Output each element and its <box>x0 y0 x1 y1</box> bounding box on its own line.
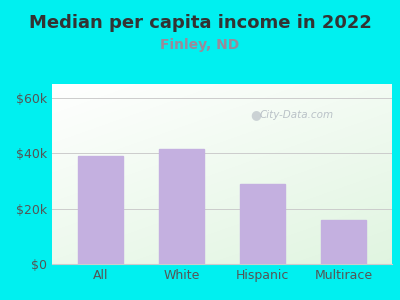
Bar <box>240 184 285 264</box>
Text: City-Data.com: City-Data.com <box>260 110 334 120</box>
Text: ●: ● <box>250 108 262 121</box>
Text: Finley, ND: Finley, ND <box>160 38 240 52</box>
Bar <box>159 149 204 264</box>
Text: Median per capita income in 2022: Median per capita income in 2022 <box>28 14 372 32</box>
Bar <box>321 220 366 264</box>
Bar <box>78 156 123 264</box>
